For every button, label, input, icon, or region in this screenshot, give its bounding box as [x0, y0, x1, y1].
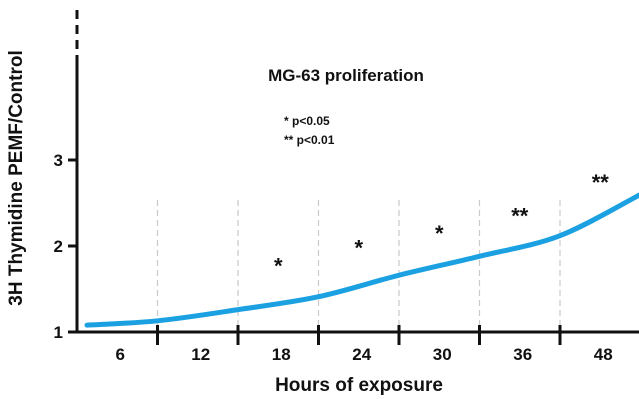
significance-note-1: * p<0.05	[284, 114, 330, 128]
y-tick-label: 3	[54, 151, 63, 170]
vertical-grid	[156, 200, 561, 332]
x-ticks	[156, 325, 562, 345]
chart-title: MG-63 proliferation	[268, 66, 424, 85]
significance-marker: **	[592, 170, 610, 195]
x-tick-label: 24	[352, 345, 371, 364]
x-tick-label: 36	[513, 345, 532, 364]
significance-markers: *******	[274, 170, 609, 278]
y-axis-label: 3H Thymidine PEMF/Control	[6, 50, 27, 305]
x-tick-labels: 6 12 18 24 30 36 48	[116, 345, 613, 364]
x-tick-label: 48	[594, 345, 613, 364]
significance-marker: *	[435, 221, 444, 246]
x-tick-label: 30	[433, 345, 452, 364]
y-ticks: 1 2 3	[54, 151, 77, 342]
series-line	[84, 192, 639, 328]
y-tick-label: 2	[54, 237, 63, 256]
x-tick-label: 12	[191, 345, 210, 364]
series-group	[84, 192, 639, 328]
x-tick-label: 6	[116, 345, 125, 364]
y-tick-label: 1	[54, 323, 63, 342]
significance-marker: *	[354, 235, 363, 260]
significance-note-2: ** p<0.01	[284, 133, 335, 147]
significance-marker: *	[274, 254, 283, 279]
significance-marker: **	[511, 204, 529, 229]
x-axis-label: Hours of exposure	[275, 375, 443, 396]
x-tick-label: 18	[272, 345, 291, 364]
